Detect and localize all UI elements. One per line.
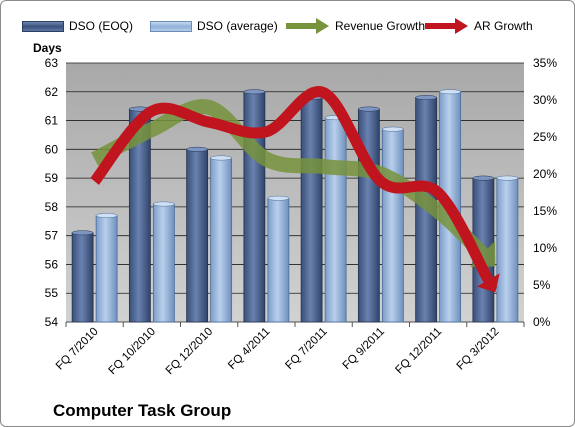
x-tick-label: FQ 9/2011 — [341, 326, 387, 372]
bar-dso-average — [95, 215, 118, 323]
y2-tick-label: 10% — [533, 241, 557, 255]
legend-item-dso-eoq: DSO (EOQ) — [22, 15, 133, 37]
legend-item-ar-growth: AR Growth — [425, 15, 533, 37]
y2-tick-label: 0% — [533, 315, 551, 329]
y-tick-label: 55 — [45, 286, 59, 300]
y2-tick-label: 25% — [533, 130, 557, 144]
x-tick-label: FQ 7/2010 — [54, 326, 101, 373]
bar-dso-average-top — [210, 155, 232, 161]
bar-dso-eoq — [243, 91, 266, 323]
y-axis-title: Days — [33, 41, 62, 55]
bar-dso-eoq — [71, 232, 94, 323]
bar-dso-average — [496, 177, 519, 323]
bar-dso-eoq-top — [358, 106, 380, 112]
legend-arrow-green-icon — [286, 18, 329, 34]
legend-arrow-red-icon — [425, 18, 468, 34]
revenue-growth-line — [91, 99, 488, 260]
legend-item-dso-average: DSO (average) — [150, 15, 278, 37]
legend: DSO (EOQ) DSO (average) Revenue Growth A… — [1, 15, 574, 37]
legend-label-dso-average: DSO (average) — [197, 19, 278, 33]
x-tick-label: FQ 12/2010 — [164, 326, 215, 377]
bar-dso-average — [152, 203, 175, 323]
bar-dso-eoq-top — [415, 95, 437, 100]
legend-swatch-dso-eoq — [22, 20, 64, 32]
y-tick-label: 58 — [45, 200, 59, 214]
legend-label-dso-eoq: DSO (EOQ) — [69, 19, 134, 33]
y2-tick-label: 15% — [533, 204, 557, 218]
x-tick-label: FQ 12/2011 — [393, 326, 444, 377]
y-tick-label: 60 — [45, 142, 59, 156]
ar-growth-arrowhead — [476, 273, 500, 293]
y2-tick-label: 20% — [533, 167, 557, 181]
ar-growth-line — [90, 86, 494, 283]
y2-tick-label: 30% — [533, 93, 557, 107]
bar-dso-average-top — [267, 195, 290, 201]
bar-dso-eoq-top — [472, 175, 495, 181]
bar-dso-average — [210, 157, 233, 323]
bar-dso-average — [267, 197, 290, 323]
bar-dso-average-top — [382, 126, 404, 132]
bar-dso-eoq — [186, 148, 209, 323]
x-tick-label: FQ 4/2011 — [226, 326, 272, 372]
x-tick-label: FQ 10/2010 — [107, 326, 158, 377]
bar-dso-eoq-top — [71, 230, 94, 236]
bar-dso-average-top — [95, 213, 118, 218]
y-tick-label: 57 — [45, 229, 59, 243]
bar-dso-eoq-top — [186, 146, 208, 152]
y-tick-label: 54 — [45, 315, 59, 329]
y-tick-label: 59 — [45, 171, 59, 185]
legend-label-ar-growth: AR Growth — [474, 19, 533, 33]
y-tick-label: 62 — [45, 85, 59, 99]
legend-swatch-dso-average — [150, 20, 192, 32]
x-tick-label: FQ 7/2011 — [283, 326, 329, 372]
y-tick-label: 63 — [45, 56, 59, 70]
bar-dso-average-top — [439, 89, 461, 95]
y-tick-label: 61 — [45, 114, 59, 128]
bar-dso-average-top — [496, 175, 519, 181]
bar-dso-eoq — [300, 97, 323, 323]
bar-dso-average — [381, 128, 404, 323]
y2-tick-label: 5% — [533, 278, 551, 292]
legend-item-revenue-growth: Revenue Growth — [286, 15, 425, 37]
y2-tick-label: 35% — [533, 56, 557, 70]
bar-dso-average — [324, 117, 347, 323]
legend-label-revenue-growth: Revenue Growth — [335, 19, 426, 33]
chart-title: Computer Task Group — [53, 401, 232, 420]
x-tick-label: FQ 3/2012 — [455, 326, 502, 373]
bar-dso-average-top — [153, 201, 175, 207]
bar-dso-eoq-top — [243, 89, 266, 95]
y-tick-label: 56 — [45, 257, 59, 271]
